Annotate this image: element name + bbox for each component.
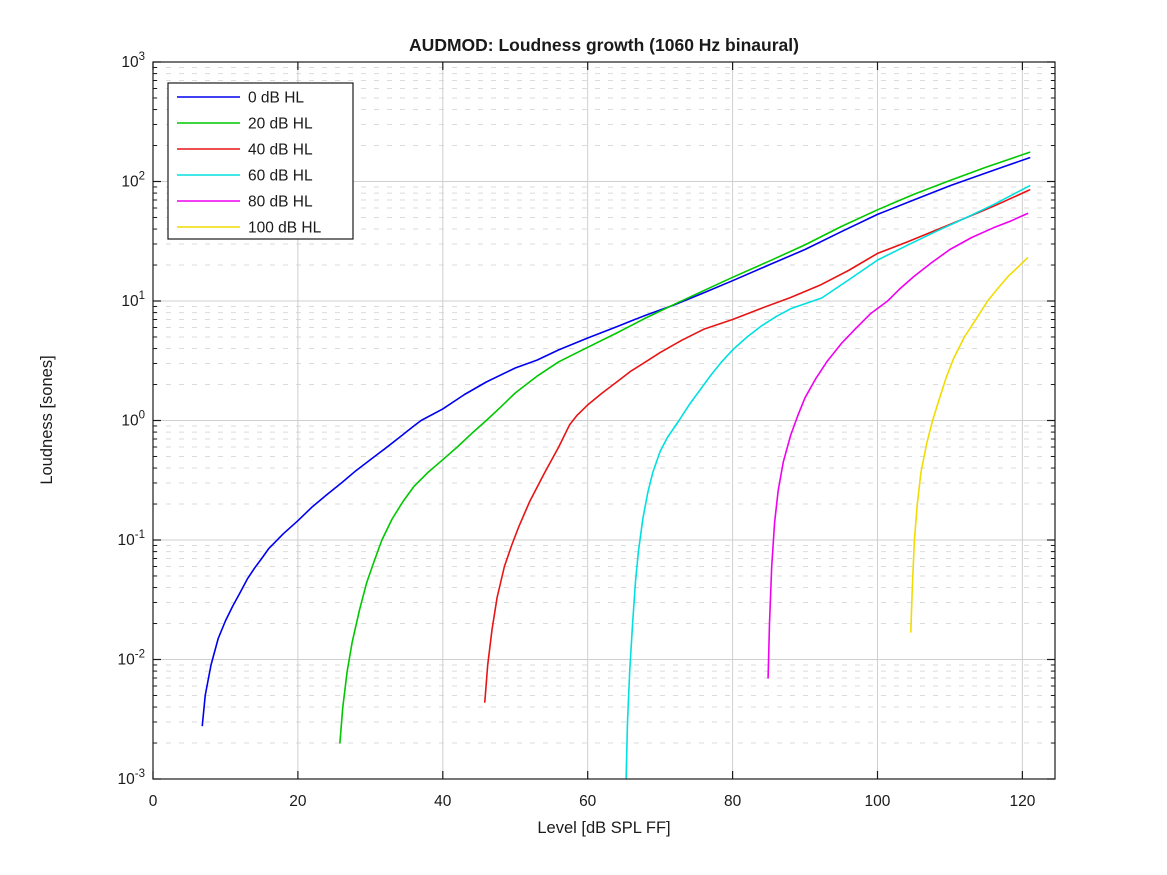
tick-labels: 0 20 40 60 80 100 120 103 102 101 100 10-1 10-2 10-3	[118, 51, 1036, 810]
series-100-dB-HL	[910, 257, 1029, 633]
legend-entry-label: 60 dB HL	[248, 168, 313, 185]
legend-entry-label: 80 dB HL	[248, 194, 313, 211]
x-tick-label: 20	[289, 793, 307, 810]
series-20-dB-HL	[339, 151, 1031, 744]
series-0-dB-HL	[201, 157, 1031, 727]
series-60-dB-HL	[625, 185, 1031, 779]
curves-layer	[201, 151, 1031, 779]
y-tick-label: 10-1	[118, 529, 145, 549]
legend-entry-label: 100 dB HL	[248, 220, 322, 237]
series-40-dB-HL	[484, 189, 1031, 703]
x-tick-label: 60	[579, 793, 597, 810]
x-tick-label: 100	[865, 793, 891, 810]
legend-entry: 80 dB HL	[177, 194, 313, 211]
legend-entry: 40 dB HL	[177, 142, 313, 159]
y-tick-label: 10-3	[118, 768, 145, 788]
x-tick-label: 120	[1009, 793, 1035, 810]
legend-entry: 100 dB HL	[177, 220, 322, 237]
legend-box	[167, 82, 354, 240]
y-axis-label: Loudness [sones]	[38, 355, 56, 484]
legend-entry-label: 40 dB HL	[248, 142, 313, 159]
y-tick-label: 101	[121, 290, 145, 310]
axes-layer	[152, 61, 1056, 780]
y-tick-label: 103	[121, 51, 145, 71]
chart-title: AUDMOD: Loudness growth (1060 Hz binaura…	[409, 35, 799, 55]
x-tick-label: 40	[434, 793, 452, 810]
legend-entry-label: 0 dB HL	[248, 90, 304, 107]
legend-entry: 60 dB HL	[177, 168, 313, 185]
legend: 0 dB HL 20 dB HL 40 dB HL 60 dB HL 80 dB HL 1…	[167, 82, 354, 240]
legend-entry-label: 20 dB HL	[248, 116, 313, 133]
series-80-dB-HL	[767, 212, 1029, 679]
x-tick-label: 0	[149, 793, 158, 810]
x-tick-label: 80	[724, 793, 742, 810]
x-axis-label: Level [dB SPL FF]	[537, 819, 670, 837]
legend-entry: 20 dB HL	[177, 116, 313, 133]
y-tick-label: 102	[121, 171, 145, 191]
y-tick-label: 10-2	[118, 649, 145, 669]
legend-entry: 0 dB HL	[177, 90, 304, 107]
y-tick-label: 100	[121, 410, 145, 430]
